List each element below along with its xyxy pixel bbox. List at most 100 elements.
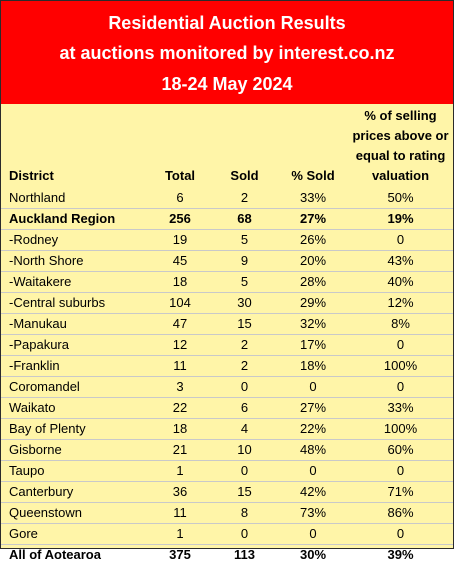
pct-sold-cell: 0: [278, 377, 348, 398]
sold-cell: 6: [211, 398, 278, 419]
sold-cell: 0: [211, 377, 278, 398]
header-row: District Total Sold % Sold % of selling …: [1, 104, 453, 188]
sold-cell: 5: [211, 272, 278, 293]
title-banner: Residential Auction Results at auctions …: [1, 1, 453, 104]
pct-sold-cell: 48%: [278, 440, 348, 461]
total-cell: 11: [149, 356, 211, 377]
pct-sold-cell: 32%: [278, 314, 348, 335]
total-cell: 104: [149, 293, 211, 314]
district-cell: -North Shore: [1, 251, 149, 272]
sold-cell: 15: [211, 314, 278, 335]
total-cell: 22: [149, 398, 211, 419]
total-cell: 12: [149, 335, 211, 356]
district-cell: All of Aotearoa: [1, 545, 149, 565]
district-cell: Waikato: [1, 398, 149, 419]
banner-subtitle: at auctions monitored by interest.co.nz: [1, 40, 453, 66]
valuation-pct-cell: 0: [348, 335, 453, 356]
valuation-pct-cell: 33%: [348, 398, 453, 419]
total-cell: 36: [149, 482, 211, 503]
total-cell: 256: [149, 209, 211, 230]
pct-sold-cell: 29%: [278, 293, 348, 314]
total-cell: 18: [149, 419, 211, 440]
pct-sold-cell: 73%: [278, 503, 348, 524]
sold-cell: 0: [211, 524, 278, 545]
pct-sold-cell: 20%: [278, 251, 348, 272]
sold-cell: 30: [211, 293, 278, 314]
auction-results-card: Residential Auction Results at auctions …: [0, 0, 454, 549]
pct-sold-cell: 27%: [278, 209, 348, 230]
valuation-pct-cell: 43%: [348, 251, 453, 272]
sold-cell: 10: [211, 440, 278, 461]
total-cell: 18: [149, 272, 211, 293]
valuation-pct-cell: 50%: [348, 188, 453, 209]
sold-cell: 5: [211, 230, 278, 251]
valuation-pct-cell: 100%: [348, 419, 453, 440]
header-total: Total: [149, 104, 211, 188]
pct-sold-cell: 26%: [278, 230, 348, 251]
district-cell: -Franklin: [1, 356, 149, 377]
total-cell: 375: [149, 545, 211, 565]
district-cell: Gisborne: [1, 440, 149, 461]
district-cell: Bay of Plenty: [1, 419, 149, 440]
district-cell: Northland: [1, 188, 149, 209]
district-cell: Queenstown: [1, 503, 149, 524]
sold-cell: 4: [211, 419, 278, 440]
total-cell: 1: [149, 524, 211, 545]
district-cell: -Papakura: [1, 335, 149, 356]
valuation-pct-cell: 40%: [348, 272, 453, 293]
pct-sold-cell: 27%: [278, 398, 348, 419]
header-valuation-line: equal to rating: [350, 146, 451, 166]
valuation-pct-cell: 71%: [348, 482, 453, 503]
pct-sold-cell: 0: [278, 524, 348, 545]
district-cell: -Rodney: [1, 230, 149, 251]
total-cell: 47: [149, 314, 211, 335]
valuation-pct-cell: 8%: [348, 314, 453, 335]
district-cell: Gore: [1, 524, 149, 545]
sold-cell: 15: [211, 482, 278, 503]
total-cell: 45: [149, 251, 211, 272]
pct-sold-cell: 33%: [278, 188, 348, 209]
district-cell: Canterbury: [1, 482, 149, 503]
header-pct-sold: % Sold: [278, 104, 348, 188]
district-cell: Taupo: [1, 461, 149, 482]
sold-cell: 68: [211, 209, 278, 230]
valuation-pct-cell: 12%: [348, 293, 453, 314]
sold-cell: 2: [211, 356, 278, 377]
district-cell: -Waitakere: [1, 272, 149, 293]
valuation-pct-cell: 39%: [348, 545, 453, 565]
valuation-pct-cell: 0: [348, 377, 453, 398]
total-cell: 1: [149, 461, 211, 482]
pct-sold-cell: 28%: [278, 272, 348, 293]
banner-title: Residential Auction Results: [1, 1, 453, 36]
valuation-pct-cell: 0: [348, 461, 453, 482]
pct-sold-cell: 22%: [278, 419, 348, 440]
header-district: District: [1, 104, 149, 188]
results-table: District Total Sold % Sold % of selling …: [1, 104, 453, 565]
sold-cell: 9: [211, 251, 278, 272]
table-header: District Total Sold % Sold % of selling …: [1, 104, 453, 188]
district-cell: -Central suburbs: [1, 293, 149, 314]
valuation-pct-cell: 60%: [348, 440, 453, 461]
header-valuation: % of selling prices above or equal to ra…: [348, 104, 453, 188]
sold-cell: 2: [211, 335, 278, 356]
sold-cell: 0: [211, 461, 278, 482]
sold-cell: 8: [211, 503, 278, 524]
total-cell: 11: [149, 503, 211, 524]
